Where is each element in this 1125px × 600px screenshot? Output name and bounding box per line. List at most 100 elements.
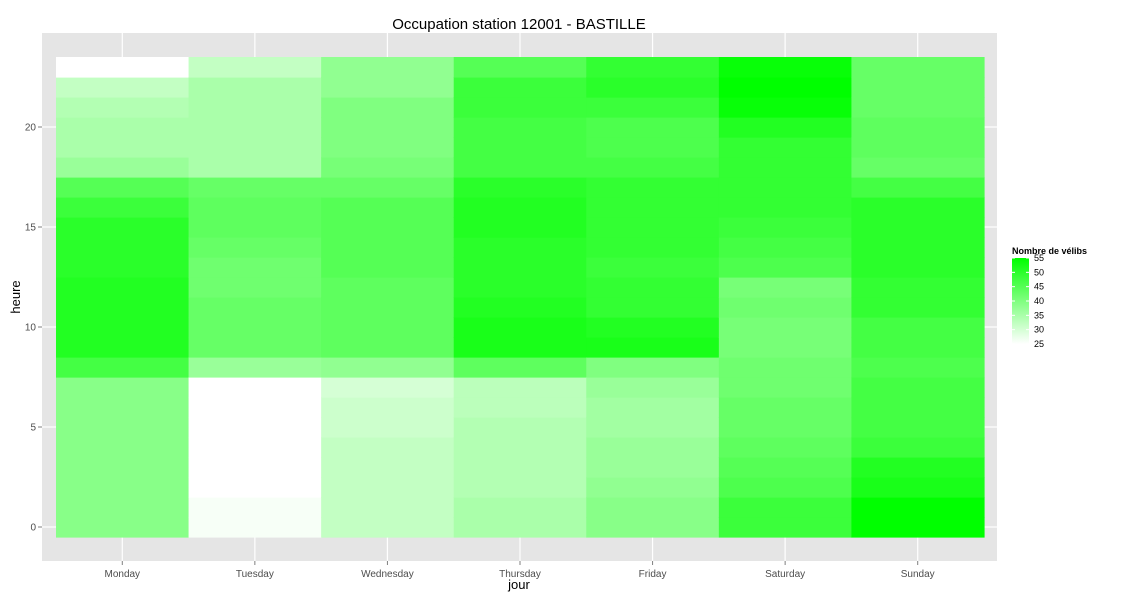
heatmap-tile: [188, 357, 322, 378]
heatmap-tile: [851, 117, 985, 138]
heatmap-tile: [56, 497, 190, 518]
heatmap-tile: [453, 497, 587, 518]
heatmap-tile: [321, 217, 455, 238]
heatmap-tile: [586, 157, 720, 178]
heatmap-tile: [718, 277, 853, 298]
heatmap-tile: [56, 317, 190, 338]
heatmap-tile: [586, 317, 720, 338]
heatmap-tile: [453, 477, 587, 498]
legend-ticks: 55 50 45 40 35 30 25: [1012, 253, 1044, 349]
x-tick-label: Sunday: [901, 569, 935, 580]
heatmap-tile: [188, 497, 322, 518]
heatmap-tile: [718, 377, 853, 398]
heatmap-tile: [321, 417, 455, 438]
heatmap-tile: [56, 157, 190, 178]
heatmap-tile: [586, 477, 720, 498]
heatmap-tile: [188, 377, 322, 398]
heatmap-tile: [188, 397, 322, 418]
heatmap-tile: [56, 177, 190, 198]
y-axis-title: heure: [8, 280, 23, 313]
x-tick-label: Friday: [639, 569, 667, 580]
heatmap-tile: [851, 337, 985, 358]
heatmap-tile: [453, 257, 587, 278]
heatmap-tile: [56, 477, 190, 498]
chart-title: Occupation station 12001 - BASTILLE: [392, 16, 645, 33]
heatmap-tile: [321, 277, 455, 298]
heatmap-tile: [586, 97, 720, 118]
heatmap-tile: [851, 257, 985, 278]
heatmap-tile: [718, 97, 853, 118]
heatmap-tile: [453, 177, 587, 198]
heatmap-tile: [718, 337, 853, 358]
legend-tick-label: 50: [1034, 267, 1044, 277]
heatmap-tile: [188, 237, 322, 258]
heatmap-tile: [718, 197, 853, 218]
heatmap-tile: [321, 57, 455, 78]
legend-title: Nombre de vélibs: [1012, 246, 1087, 256]
heatmap-tile: [453, 397, 587, 418]
heatmap-tile: [851, 457, 985, 478]
heatmap-tile: [188, 77, 322, 98]
heatmap-tile: [586, 237, 720, 258]
heatmap-tile: [586, 57, 720, 78]
heatmap-tile: [586, 377, 720, 398]
heatmap-tile: [321, 117, 455, 138]
legend-tick-label: 35: [1034, 310, 1044, 320]
heatmap-tile: [56, 57, 190, 78]
heatmap-tile: [321, 317, 455, 338]
legend-tick-label: 45: [1034, 282, 1044, 292]
heatmap-tile: [586, 457, 720, 478]
heatmap-tile: [718, 437, 853, 458]
heatmap-tile: [586, 437, 720, 458]
heatmap-tile: [56, 517, 190, 538]
heatmap-tile: [453, 377, 587, 398]
heatmap-tile: [188, 297, 322, 318]
heatmap-tile: [321, 397, 455, 418]
heatmap-tile: [718, 137, 853, 158]
heatmap-tile: [718, 417, 853, 438]
heatmap-tile: [851, 197, 985, 218]
legend-tick-label: 40: [1034, 296, 1044, 306]
x-axis: Monday Tuesday Wednesday Thursday Friday Satu…: [104, 561, 935, 580]
heatmap-tile: [188, 137, 322, 158]
heatmap-tile: [851, 157, 985, 178]
heatmap-tile: [321, 517, 455, 538]
heatmap-tile: [851, 357, 985, 378]
heatmap-tile: [586, 357, 720, 378]
heatmap-tile: [453, 357, 587, 378]
y-tick-label: 10: [25, 323, 37, 334]
heatmap-tile: [321, 157, 455, 178]
heatmap-tile: [453, 337, 587, 358]
heatmap-tile: [851, 57, 985, 78]
heatmap-tile: [851, 297, 985, 318]
heatmap-tile: [718, 457, 853, 478]
heatmap-tile: [188, 437, 322, 458]
heatmap-tile: [56, 217, 190, 238]
legend: Nombre de vélibs 55 50 45 40 35 30 25: [1012, 246, 1087, 349]
y-tick-label: 5: [30, 423, 36, 434]
heatmap-tile: [56, 437, 190, 458]
heatmap-tile: [453, 277, 587, 298]
heatmap-tile: [586, 117, 720, 138]
heatmap-tile: [56, 417, 190, 438]
heatmap-tile: [586, 517, 720, 538]
heatmap-tile: [718, 497, 853, 518]
x-tick-label: Wednesday: [361, 569, 414, 580]
heatmap-tile: [851, 277, 985, 298]
y-tick-label: 15: [25, 223, 37, 234]
legend-colorbar: [1012, 258, 1029, 344]
heatmap-tile: [321, 297, 455, 318]
heatmap-tile: [718, 157, 853, 178]
heatmap-tile: [321, 357, 455, 378]
heatmap-tile: [188, 257, 322, 278]
heatmap-tile: [586, 417, 720, 438]
heatmap-tile: [453, 97, 587, 118]
heatmap-tile: [453, 157, 587, 178]
heatmap-tile: [321, 497, 455, 518]
heatmap-tile: [718, 177, 853, 198]
heatmap-tile: [851, 417, 985, 438]
heatmap-tile: [851, 217, 985, 238]
heatmap-tile: [188, 197, 322, 218]
heatmap-tile: [188, 317, 322, 338]
